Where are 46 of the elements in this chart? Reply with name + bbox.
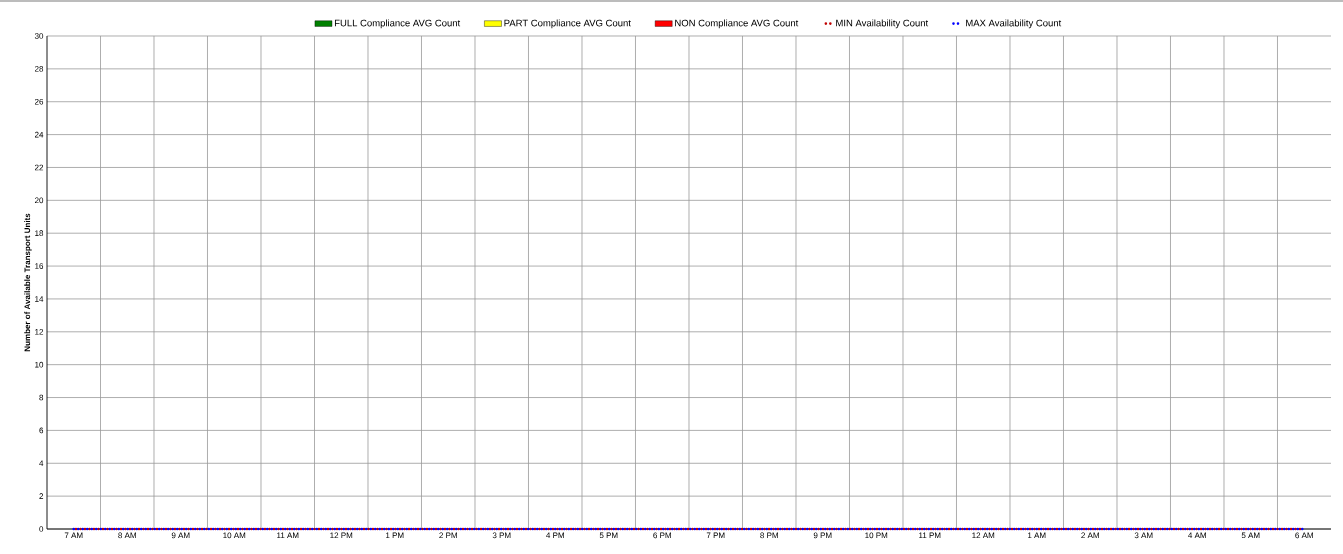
- x-tick-label: 11 PM: [919, 532, 941, 539]
- x-tick-label: 3 AM: [1134, 532, 1153, 539]
- y-tick-label: 22: [34, 164, 44, 171]
- x-tick-label: 10 AM: [223, 532, 246, 539]
- y-tick-label: 12: [35, 329, 44, 335]
- y-tick-label: 20: [34, 197, 44, 204]
- y-tick-label: 2: [39, 493, 44, 499]
- x-tick-label: 6 PM: [653, 532, 671, 539]
- y-tick-label: 18: [35, 230, 44, 237]
- x-tick-label: 12 PM: [330, 532, 353, 539]
- x-tick-label: 12 AM: [972, 532, 995, 539]
- x-tick-label: 8 AM: [118, 532, 136, 539]
- legend-label: MAX Availability Count: [966, 19, 1062, 29]
- y-tick-label: 30: [34, 33, 44, 39]
- y-tick-label: 26: [34, 98, 44, 105]
- y-tick-label: 0: [39, 526, 44, 532]
- y-tick-label: 4: [39, 460, 44, 467]
- x-tick-label: 7 AM: [64, 532, 83, 539]
- x-tick-label: 9 PM: [813, 532, 832, 539]
- y-tick-label: 10: [35, 361, 44, 368]
- y-tick-label: 8: [39, 394, 44, 401]
- legend-label: MIN Availability Count: [836, 19, 929, 29]
- x-tick-label: 5 PM: [599, 532, 618, 539]
- x-tick-label: 10 PM: [865, 532, 888, 539]
- y-tick-label: 28: [34, 66, 44, 72]
- x-tick-label: 8 PM: [760, 532, 778, 539]
- y-tick-label: 14: [35, 296, 44, 302]
- x-tick-label: 3 PM: [492, 532, 511, 539]
- x-tick-label: 6 AM: [1295, 532, 1313, 539]
- x-tick-label: 9 AM: [171, 532, 190, 539]
- x-tick-label: 1 PM: [386, 532, 404, 539]
- x-tick-label: 5 AM: [1241, 532, 1260, 539]
- x-tick-label: 1 AM: [1028, 532, 1046, 539]
- x-tick-label: 4 AM: [1188, 532, 1206, 539]
- legend-label: PART Compliance AVG Count: [504, 19, 631, 29]
- y-tick-label: 6: [39, 427, 44, 434]
- x-tick-label: 2 PM: [439, 532, 457, 539]
- x-tick-label: 2 AM: [1081, 532, 1099, 539]
- y-tick-label: 16: [35, 263, 44, 269]
- x-tick-label: 11 AM: [277, 532, 299, 539]
- x-tick-label: 7 PM: [706, 532, 725, 539]
- y-axis-title: Number of Available Transport Units: [24, 213, 32, 352]
- legend-label: FULL Compliance AVG Count: [334, 19, 461, 29]
- x-tick-label: 4 PM: [546, 532, 564, 539]
- y-tick-label: 24: [34, 131, 44, 138]
- legend-label: NON Compliance AVG Count: [675, 19, 799, 29]
